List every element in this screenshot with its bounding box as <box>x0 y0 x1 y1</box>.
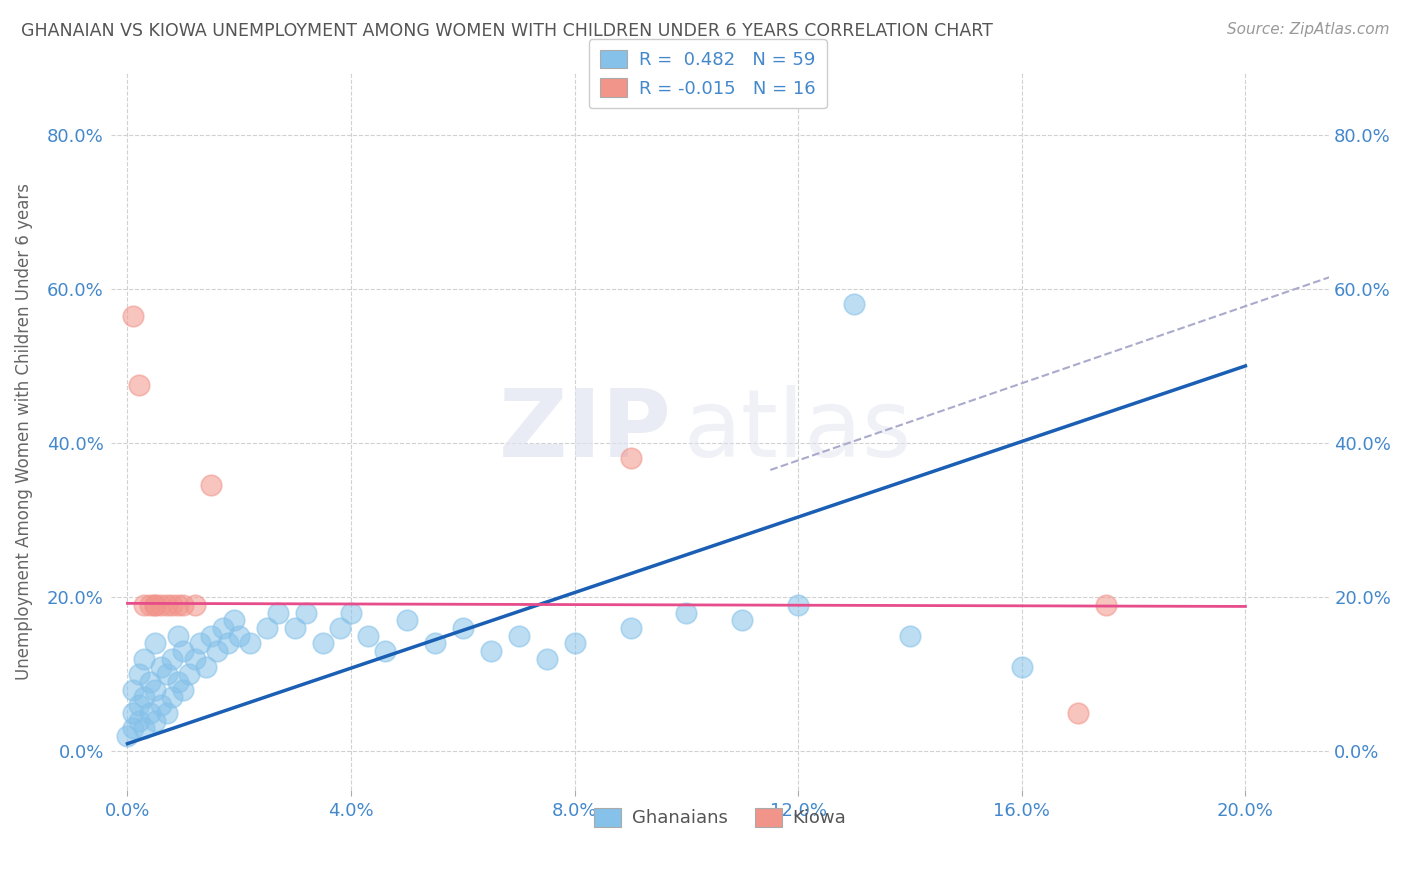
Point <box>139 675 162 690</box>
Point <box>200 478 222 492</box>
Point <box>160 598 183 612</box>
Point <box>145 682 167 697</box>
Point <box>451 621 474 635</box>
Point <box>122 682 145 697</box>
Point <box>479 644 502 658</box>
Point <box>155 598 177 612</box>
Text: atlas: atlas <box>683 385 911 477</box>
Point <box>508 629 530 643</box>
Point <box>122 721 145 735</box>
Point <box>145 598 167 612</box>
Point <box>295 606 318 620</box>
Point <box>134 598 156 612</box>
Point <box>166 675 188 690</box>
Point <box>842 297 865 311</box>
Point <box>357 629 380 643</box>
Point <box>166 598 188 612</box>
Text: ZIP: ZIP <box>498 385 671 477</box>
Point <box>128 378 150 392</box>
Point <box>423 636 446 650</box>
Point <box>200 629 222 643</box>
Point <box>128 714 150 728</box>
Point <box>128 698 150 712</box>
Point <box>536 652 558 666</box>
Point <box>134 721 156 735</box>
Point <box>1011 659 1033 673</box>
Point <box>787 598 810 612</box>
Point <box>145 714 167 728</box>
Point <box>194 659 217 673</box>
Y-axis label: Unemployment Among Women with Children Under 6 years: Unemployment Among Women with Children U… <box>15 183 32 680</box>
Point <box>395 613 418 627</box>
Point <box>160 652 183 666</box>
Point <box>128 667 150 681</box>
Point <box>312 636 335 650</box>
Point <box>183 652 205 666</box>
Text: Source: ZipAtlas.com: Source: ZipAtlas.com <box>1226 22 1389 37</box>
Point <box>675 606 697 620</box>
Point <box>155 706 177 720</box>
Legend: Ghanaians, Kiowa: Ghanaians, Kiowa <box>586 801 853 835</box>
Text: GHANAIAN VS KIOWA UNEMPLOYMENT AMONG WOMEN WITH CHILDREN UNDER 6 YEARS CORRELATI: GHANAIAN VS KIOWA UNEMPLOYMENT AMONG WOM… <box>21 22 993 40</box>
Point <box>145 598 167 612</box>
Point <box>139 598 162 612</box>
Point <box>256 621 278 635</box>
Point <box>172 644 194 658</box>
Point <box>166 629 188 643</box>
Point <box>267 606 290 620</box>
Point <box>160 690 183 705</box>
Point <box>205 644 228 658</box>
Point <box>211 621 233 635</box>
Point <box>134 690 156 705</box>
Point <box>172 598 194 612</box>
Point <box>284 621 307 635</box>
Point <box>188 636 211 650</box>
Point <box>183 598 205 612</box>
Point <box>145 636 167 650</box>
Point <box>139 706 162 720</box>
Point <box>222 613 245 627</box>
Point <box>340 606 363 620</box>
Point <box>177 667 200 681</box>
Point <box>1094 598 1116 612</box>
Point <box>619 621 641 635</box>
Point <box>374 644 396 658</box>
Point <box>155 667 177 681</box>
Point <box>1067 706 1090 720</box>
Point <box>217 636 239 650</box>
Point <box>228 629 250 643</box>
Point <box>122 309 145 323</box>
Point <box>172 682 194 697</box>
Point <box>898 629 921 643</box>
Point <box>329 621 352 635</box>
Point <box>619 451 641 466</box>
Point <box>150 659 173 673</box>
Point <box>122 706 145 720</box>
Point <box>239 636 262 650</box>
Point <box>117 729 139 743</box>
Point <box>150 598 173 612</box>
Point <box>731 613 754 627</box>
Point <box>564 636 586 650</box>
Point <box>150 698 173 712</box>
Point <box>134 652 156 666</box>
